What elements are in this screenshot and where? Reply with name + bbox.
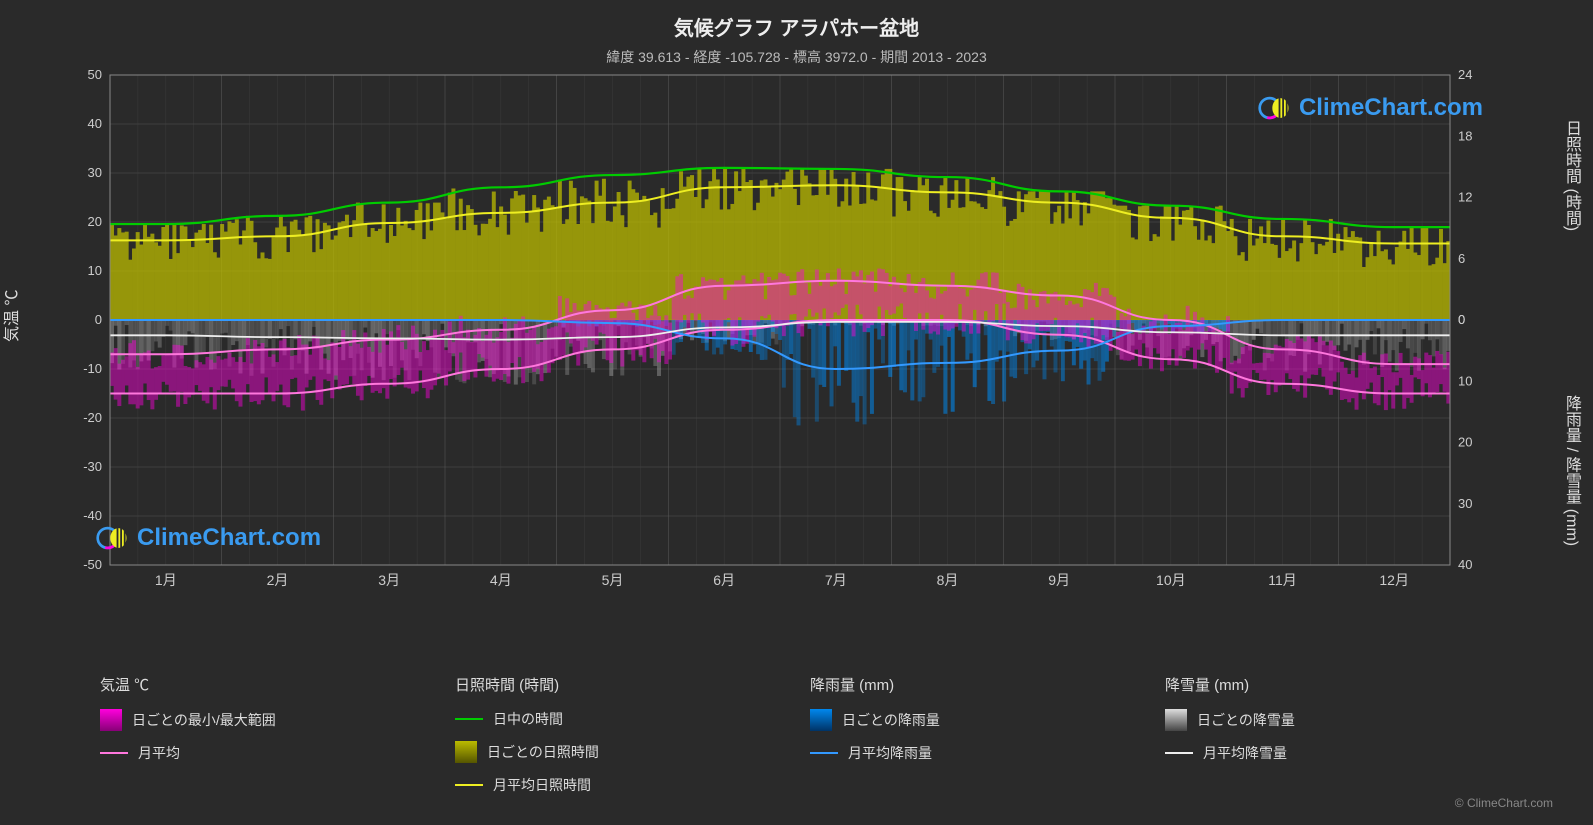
legend-label: 日ごとの降雨量 (842, 710, 940, 730)
svg-text:24: 24 (1458, 70, 1472, 82)
svg-text:3月: 3月 (378, 572, 400, 588)
legend-label: 月平均日照時間 (493, 775, 591, 795)
plot-svg: -50-40-30-20-100102030405006121824010203… (80, 70, 1490, 595)
legend-line-snow-avg (1165, 752, 1193, 754)
svg-text:10: 10 (1458, 373, 1472, 388)
legend-label: 日ごとの日照時間 (487, 742, 599, 762)
legend-item: 日ごとの最小/最大範囲 (100, 709, 435, 731)
legend-label: 月平均降雨量 (848, 743, 932, 763)
legend: 気温 ℃ 日ごとの最小/最大範囲 月平均 日照時間 (時間) 日中の時間 日ごと… (100, 674, 1500, 807)
svg-text:6: 6 (1458, 251, 1465, 266)
logo-icon (95, 520, 131, 556)
legend-header: 日照時間 (時間) (455, 674, 790, 695)
chart-subtitle: 緯度 39.613 - 経度 -105.728 - 標高 3972.0 - 期間… (0, 41, 1593, 67)
svg-text:0: 0 (1458, 312, 1465, 327)
credit-text: © ClimeChart.com (1455, 796, 1553, 810)
legend-item: 日ごとの日照時間 (455, 741, 790, 763)
svg-text:50: 50 (88, 70, 102, 82)
legend-col-rain: 降雨量 (mm) 日ごとの降雨量 月平均降雨量 (810, 674, 1145, 807)
legend-col-temp: 気温 ℃ 日ごとの最小/最大範囲 月平均 (100, 674, 435, 807)
svg-text:11月: 11月 (1268, 572, 1297, 588)
svg-text:20: 20 (1458, 435, 1472, 450)
svg-text:5月: 5月 (602, 572, 624, 588)
svg-text:8月: 8月 (937, 572, 959, 588)
legend-item: 月平均降雨量 (810, 743, 1145, 763)
svg-text:7月: 7月 (825, 572, 847, 588)
legend-item: 月平均日照時間 (455, 775, 790, 795)
legend-swatch-sunshine (455, 741, 477, 763)
legend-item: 月平均 (100, 743, 435, 763)
legend-line-daylight (455, 718, 483, 720)
legend-line-rain-avg (810, 752, 838, 754)
svg-text:-20: -20 (83, 410, 102, 425)
svg-text:0: 0 (95, 312, 102, 327)
legend-col-daylight: 日照時間 (時間) 日中の時間 日ごとの日照時間 月平均日照時間 (455, 674, 790, 807)
legend-line-temp-avg (100, 752, 128, 754)
logo-icon (1257, 90, 1293, 126)
legend-item: 日ごとの降雪量 (1165, 709, 1500, 731)
watermark-text: ClimeChart.com (137, 524, 321, 552)
svg-text:1月: 1月 (155, 572, 177, 588)
svg-text:40: 40 (1458, 557, 1472, 572)
watermark-text: ClimeChart.com (1299, 94, 1483, 122)
legend-label: 日中の時間 (493, 709, 563, 729)
legend-label: 日ごとの最小/最大範囲 (132, 710, 276, 730)
svg-text:12月: 12月 (1379, 572, 1409, 588)
svg-text:9月: 9月 (1048, 572, 1070, 588)
legend-line-sunshine-avg (455, 784, 483, 786)
legend-header: 気温 ℃ (100, 674, 435, 695)
legend-swatch-snow (1165, 709, 1187, 731)
climate-chart: 気候グラフ アラパホー盆地 緯度 39.613 - 経度 -105.728 - … (0, 0, 1593, 825)
svg-text:40: 40 (88, 116, 102, 131)
svg-text:18: 18 (1458, 128, 1472, 143)
legend-col-snow: 降雪量 (mm) 日ごとの降雪量 月平均降雪量 (1165, 674, 1500, 807)
legend-label: 月平均降雪量 (1203, 743, 1287, 763)
legend-label: 日ごとの降雪量 (1197, 710, 1295, 730)
svg-text:30: 30 (88, 165, 102, 180)
watermark-top: ClimeChart.com (1257, 90, 1483, 126)
legend-item: 月平均降雪量 (1165, 743, 1500, 763)
legend-swatch-temp-range (100, 709, 122, 731)
legend-header: 降雪量 (mm) (1165, 674, 1500, 695)
svg-text:-30: -30 (83, 459, 102, 474)
y-axis-right-bottom-label: 降雨量 / 降雪量 (mm) (1559, 395, 1583, 546)
svg-text:12: 12 (1458, 190, 1472, 205)
legend-item: 日ごとの降雨量 (810, 709, 1145, 731)
y-axis-left-label: 気温 ℃ (0, 290, 22, 342)
plot-area: -50-40-30-20-100102030405006121824010203… (80, 70, 1490, 595)
watermark-bottom: ClimeChart.com (95, 520, 321, 556)
y-axis-right-top-label: 日照時間 (時間) (1559, 120, 1583, 231)
legend-item: 日中の時間 (455, 709, 790, 729)
svg-text:20: 20 (88, 214, 102, 229)
svg-text:10: 10 (88, 263, 102, 278)
legend-swatch-rain (810, 709, 832, 731)
legend-label: 月平均 (138, 743, 180, 763)
svg-text:-50: -50 (83, 557, 102, 572)
svg-text:-10: -10 (83, 361, 102, 376)
svg-text:4月: 4月 (490, 572, 512, 588)
legend-header: 降雨量 (mm) (810, 674, 1145, 695)
svg-text:10月: 10月 (1156, 572, 1186, 588)
svg-text:2月: 2月 (267, 572, 289, 588)
svg-text:6月: 6月 (713, 572, 735, 588)
svg-text:30: 30 (1458, 496, 1472, 511)
chart-title: 気候グラフ アラパホー盆地 (0, 0, 1593, 41)
